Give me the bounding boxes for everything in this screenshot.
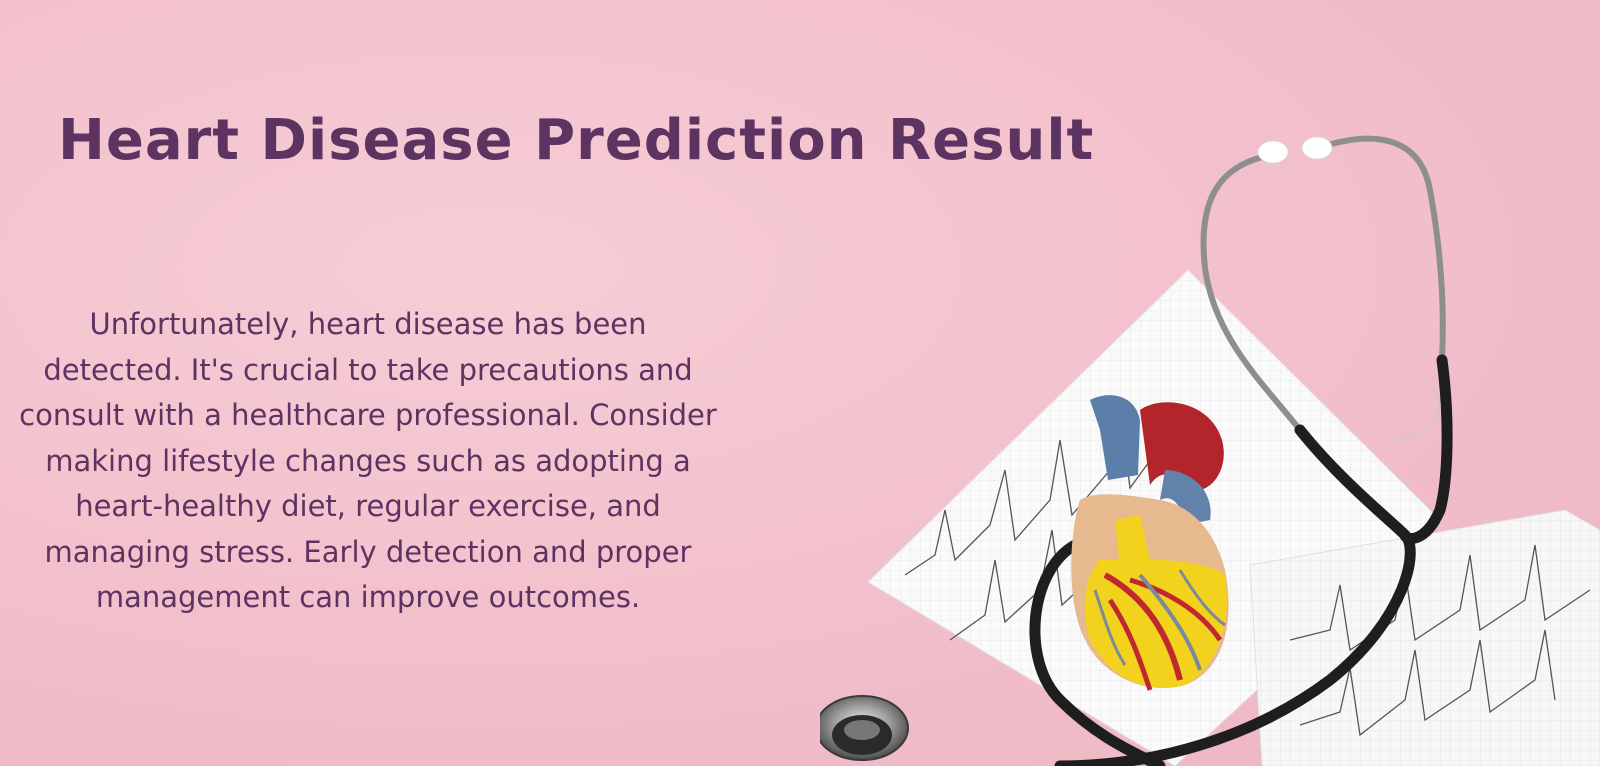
result-message: Unfortunately, heart disease has been de…	[19, 307, 717, 614]
medical-illustration	[820, 135, 1600, 766]
page-title: Heart Disease Prediction Result	[58, 108, 1095, 173]
heart-model-icon	[1071, 395, 1229, 691]
stethoscope-icon	[820, 135, 1453, 766]
